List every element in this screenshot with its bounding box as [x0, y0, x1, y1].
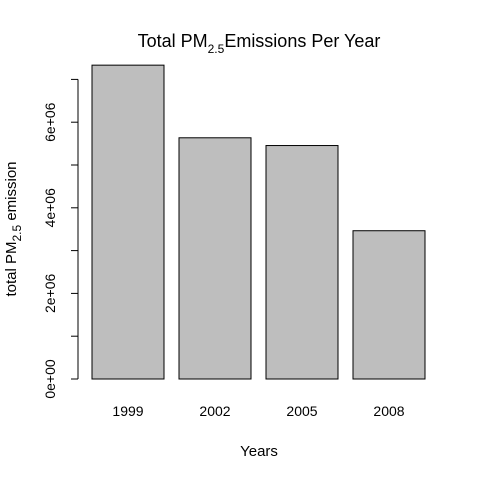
bar-2008 [352, 230, 426, 380]
bar-1999 [91, 64, 165, 380]
y-axis-title-subscript: 2.5 [10, 225, 24, 242]
y-axis: 0e+00 2e+06 4e+06 6e+06 [42, 78, 79, 399]
x-axis-title: Years [240, 443, 278, 460]
bar-2002 [178, 137, 252, 380]
y-axis-title-suffix: emission [3, 161, 20, 224]
x-tick-label-1999: 1999 [112, 403, 143, 419]
x-tick-label-2005: 2005 [286, 403, 317, 419]
y-tick-label-0e+00: 0e+00 [42, 359, 58, 399]
y-axis-title-prefix: total PM [3, 242, 20, 297]
y-tick-label-4e+06: 4e+06 [42, 188, 58, 228]
y-axis-title: total PM2.5 emission [3, 161, 24, 296]
chart-title-subscript: 2.5 [208, 42, 225, 56]
y-tick-label-2e+06: 2e+06 [42, 274, 58, 314]
x-tick-label-2002: 2002 [199, 403, 230, 419]
x-tick-labels: 1999 2002 2005 2008 [112, 403, 404, 419]
bars-group [91, 64, 426, 380]
y-tick-label-6e+06: 6e+06 [42, 102, 58, 142]
bar-2005 [265, 145, 339, 380]
x-tick-label-2008: 2008 [373, 403, 404, 419]
chart-title: Total PM2.5Emissions Per Year [138, 31, 381, 56]
chart-title-suffix: Emissions Per Year [224, 31, 380, 51]
chart-title-prefix: Total PM [138, 31, 208, 51]
